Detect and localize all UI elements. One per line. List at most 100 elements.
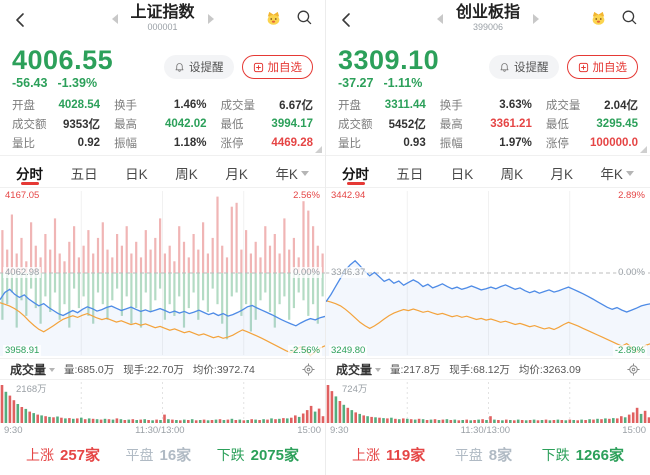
volume-section-header: 成交量 量:217.8万 现手:68.12万 均价:3263.09 bbox=[326, 358, 650, 380]
breadth-advancers[interactable]: 上涨 257家 bbox=[26, 446, 101, 464]
stats-grid: 开盘 4028.54 换手 1.46% 成交量 6.67亿 成交额 9353亿 最高 40… bbox=[0, 92, 325, 156]
set-alert-button[interactable]: 设提醒 bbox=[489, 55, 559, 79]
index-price: 4006.55 bbox=[12, 44, 114, 75]
next-index-icon[interactable] bbox=[533, 13, 540, 24]
index-code: 399006 bbox=[472, 22, 504, 32]
time-midday: 11:30/13:00 bbox=[135, 424, 185, 436]
breadth-flat[interactable]: 平盘 8家 bbox=[454, 446, 513, 464]
chart-high-pct: 2.89% bbox=[616, 190, 647, 201]
vip-crown-face-icon[interactable] bbox=[589, 9, 608, 31]
stat-volume: 成交量 6.67亿 bbox=[220, 99, 313, 112]
chart-low-pct: -2.56% bbox=[287, 345, 322, 356]
index-change: -37.27 bbox=[338, 75, 374, 90]
back-button[interactable] bbox=[338, 9, 360, 31]
index-title: 创业板指 bbox=[455, 4, 521, 21]
set-alert-button[interactable]: 设提醒 bbox=[164, 55, 234, 79]
panel-chinext-index: 创业板指 399006 3309.10 -37.27 -1.11% bbox=[325, 0, 650, 475]
stat-amplitude: 振幅 1.18% bbox=[114, 137, 207, 151]
back-button[interactable] bbox=[12, 9, 34, 31]
tab-daily-k[interactable]: 日K bbox=[450, 166, 474, 182]
tab-intraday[interactable]: 分时 bbox=[342, 156, 369, 187]
tab-5day[interactable]: 五日 bbox=[396, 166, 424, 182]
tab-intraday[interactable]: 分时 bbox=[16, 156, 43, 187]
chart-high-pct: 2.56% bbox=[291, 190, 322, 201]
stat-amount: 成交额 9353亿 bbox=[12, 118, 101, 131]
avg-price-stat: 均价:3972.74 bbox=[192, 363, 255, 376]
tab-monthly-k[interactable]: 月K bbox=[550, 166, 574, 182]
avg-price-stat: 均价:3263.09 bbox=[518, 363, 581, 376]
market-breadth: 上涨 257家 平盘 16家 下跌 2075家 bbox=[0, 437, 325, 475]
market-breadth: 上涨 119家 平盘 8家 下跌 1266家 bbox=[326, 437, 650, 475]
stat-amplitude: 振幅 1.97% bbox=[439, 137, 532, 151]
intraday-chart[interactable]: 3442.94 2.89% 3346.37 0.00% 3249.80 -2.8… bbox=[326, 188, 650, 358]
volume-type-select[interactable]: 成交量 bbox=[336, 361, 382, 378]
prev-index-icon[interactable] bbox=[111, 13, 118, 24]
add-watchlist-button[interactable]: 加自选 bbox=[566, 55, 638, 79]
current-lot-stat: 现手:68.12万 bbox=[449, 363, 510, 376]
tab-daily-k[interactable]: 日K bbox=[125, 166, 148, 182]
add-box-icon bbox=[253, 62, 263, 72]
chevron-down-icon bbox=[49, 368, 56, 372]
expand-stats-icon[interactable] bbox=[640, 146, 647, 153]
time-close: 15:00 bbox=[622, 424, 646, 436]
period-tabs: 分时 五日 日K 周K 月K 年K bbox=[0, 156, 325, 188]
vip-crown-face-icon[interactable] bbox=[264, 9, 283, 31]
bell-icon bbox=[500, 62, 509, 72]
breadth-decliners[interactable]: 下跌 1266家 bbox=[541, 446, 624, 464]
period-tabs: 分时 五日 日K 周K 月K 年K bbox=[326, 156, 650, 188]
add-box-icon bbox=[578, 62, 588, 72]
time-axis: 9:30 11:30/13:00 15:00 bbox=[326, 423, 650, 437]
stat-low: 最低 3994.17 bbox=[220, 117, 313, 131]
volume-axis-label: 2168万 bbox=[16, 384, 47, 395]
stat-volume: 成交量 2.04亿 bbox=[545, 99, 638, 112]
breadth-advancers[interactable]: 上涨 119家 bbox=[352, 446, 426, 464]
volume-stat: 量:217.8万 bbox=[390, 363, 441, 376]
volume-type-select[interactable]: 成交量 bbox=[10, 361, 56, 378]
stat-low: 最低 3295.45 bbox=[545, 117, 638, 131]
stats-grid: 开盘 3311.44 换手 3.63% 成交量 2.04亿 成交额 5452亿 最高 33… bbox=[326, 92, 650, 156]
stat-turnover: 换手 1.46% bbox=[114, 98, 207, 112]
chart-prev-close-label: 4062.98 bbox=[3, 267, 42, 278]
price-section: 4006.55 -56.43 -1.39% 设提醒 加自选 bbox=[0, 40, 325, 92]
price-section: 3309.10 -37.27 -1.11% 设提醒 加自选 bbox=[326, 40, 650, 92]
index-change-pct: -1.11% bbox=[383, 75, 423, 90]
tab-5day[interactable]: 五日 bbox=[70, 166, 98, 182]
prev-index-icon[interactable] bbox=[436, 13, 443, 24]
chart-zero-pct: 0.00% bbox=[616, 267, 647, 278]
volume-pane[interactable]: 2168万 bbox=[0, 380, 325, 423]
index-code: 000001 bbox=[147, 22, 178, 32]
stat-open: 开盘 3311.44 bbox=[338, 98, 426, 112]
settings-gear-icon[interactable] bbox=[627, 362, 640, 376]
expand-stats-icon[interactable] bbox=[315, 146, 322, 153]
tab-yearly-k[interactable]: 年K bbox=[275, 156, 309, 187]
breadth-flat[interactable]: 平盘 16家 bbox=[125, 446, 192, 464]
index-title: 上证指数 bbox=[130, 4, 195, 21]
stat-high: 最高 4042.02 bbox=[114, 117, 207, 131]
time-open: 9:30 bbox=[4, 424, 23, 436]
header: 上证指数 000001 bbox=[0, 0, 325, 40]
add-watchlist-button[interactable]: 加自选 bbox=[241, 55, 313, 79]
tab-yearly-k[interactable]: 年K bbox=[600, 156, 634, 187]
tab-monthly-k[interactable]: 月K bbox=[225, 166, 248, 182]
breadth-decliners[interactable]: 下跌 2075家 bbox=[216, 446, 299, 464]
tab-weekly-k[interactable]: 周K bbox=[500, 166, 524, 182]
volume-pane[interactable]: 724万 bbox=[326, 380, 650, 423]
stat-turnover: 换手 3.63% bbox=[439, 98, 532, 112]
stat-vol-ratio: 量比 0.92 bbox=[12, 137, 101, 151]
stat-open: 开盘 4028.54 bbox=[12, 98, 101, 112]
current-lot-stat: 现手:22.70万 bbox=[123, 363, 184, 376]
chevron-down-icon bbox=[625, 171, 634, 176]
time-midday: 11:30/13:00 bbox=[460, 424, 511, 436]
tab-weekly-k[interactable]: 周K bbox=[175, 166, 198, 182]
search-icon[interactable] bbox=[621, 9, 638, 31]
search-icon[interactable] bbox=[296, 9, 313, 31]
next-index-icon[interactable] bbox=[207, 13, 214, 24]
settings-gear-icon[interactable] bbox=[302, 362, 315, 376]
chart-low-label: 3249.80 bbox=[329, 345, 368, 356]
chart-high-label: 4167.05 bbox=[3, 190, 42, 201]
stat-amount: 成交额 5452亿 bbox=[338, 118, 426, 131]
intraday-chart[interactable]: 4167.05 2.56% 4062.98 0.00% 3958.91 -2.5… bbox=[0, 188, 325, 358]
time-open: 9:30 bbox=[330, 424, 349, 436]
stat-vol-ratio: 量比 0.93 bbox=[338, 137, 426, 151]
